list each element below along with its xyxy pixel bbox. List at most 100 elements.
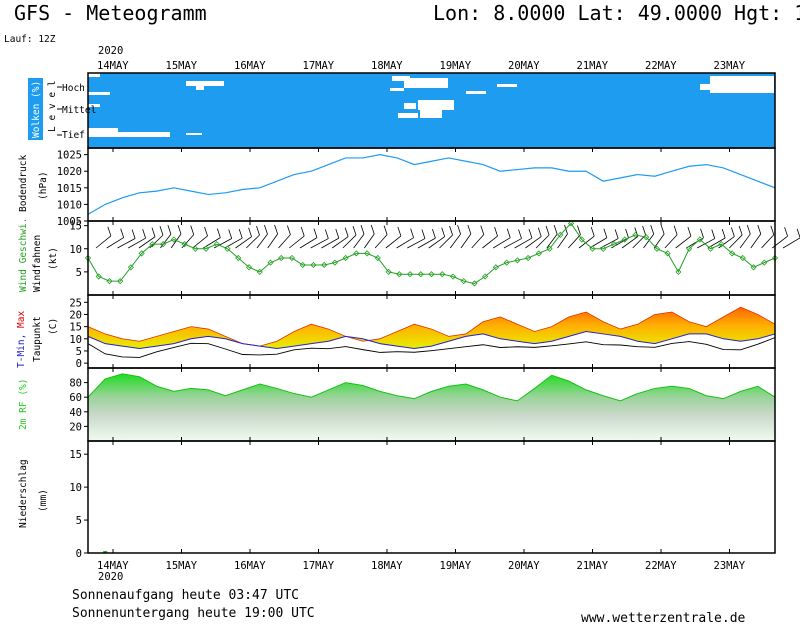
- date-label-top: 16MAY: [234, 60, 266, 72]
- cloud-gap: [390, 88, 404, 91]
- wind-barb: [331, 236, 349, 249]
- wind-speed-point: [589, 245, 596, 252]
- wind-ylabel: Wind Geschwi. Windfahnen (kt): [18, 218, 59, 292]
- wind-barb: [664, 234, 678, 249]
- pressure-label: Bodendruck: [18, 155, 29, 212]
- wind-barb-flag: [344, 227, 349, 237]
- y-tick-label: 40: [69, 407, 82, 419]
- wind-speed-point: [707, 245, 714, 252]
- precip-bar: [103, 551, 108, 553]
- wind-speed-point: [417, 271, 424, 278]
- wind-barb-flag: [167, 225, 172, 235]
- wind-speed-point: [546, 245, 553, 252]
- wind-barb: [621, 236, 639, 249]
- wind-speed-point: [331, 259, 338, 266]
- wind-barb: [374, 234, 388, 249]
- wind-speed-point: [578, 236, 585, 243]
- wind-speed-point: [385, 268, 392, 275]
- wind-speed-point: [160, 241, 167, 248]
- date-label-top: 15MAY: [166, 60, 198, 72]
- wind-barb-flag: [238, 229, 243, 239]
- wind-speed-point: [321, 261, 328, 269]
- wind-speed-point: [342, 254, 349, 262]
- wind-speed-point: [396, 271, 403, 278]
- date-label-bottom: 18MAY: [371, 560, 403, 572]
- wind-speed-point: [288, 254, 296, 262]
- wind-barb-flag: [441, 227, 446, 237]
- date-label-top: 19MAY: [440, 60, 472, 72]
- temp-label-dew: Taupunkt: [32, 316, 43, 362]
- rh-panel: 80 60 40 20: [69, 367, 776, 442]
- wind-barb: [310, 238, 329, 249]
- site-link[interactable]: www.wetterzentrale.de: [581, 611, 746, 625]
- temp-ylabel: T-Min, Max (C) Taupunkt: [16, 310, 59, 368]
- wind-barb-flag: [313, 228, 318, 238]
- date-label-bottom: 16MAY: [234, 560, 266, 572]
- rh-line: [87, 373, 776, 402]
- wind-barb-flag: [216, 228, 221, 238]
- wind-barb-flag: [494, 226, 498, 237]
- precip-label: Niederschlag: [18, 459, 29, 528]
- wind-speed-point: [428, 271, 435, 278]
- wind-barb: [568, 234, 581, 249]
- date-label-top: 23MAY: [714, 60, 746, 72]
- wind-barb: [739, 233, 751, 249]
- cloud-gap: [186, 133, 202, 135]
- wind-speed-point: [127, 264, 135, 271]
- y-tick-label: 1020: [57, 166, 82, 178]
- wind-barb-flag: [352, 225, 357, 236]
- y-tick-label: 15: [69, 449, 82, 461]
- cloud-gap: [88, 104, 100, 107]
- wind-speed-point: [192, 245, 199, 252]
- wind-barb-flag: [784, 227, 788, 237]
- wind-barb: [428, 236, 445, 249]
- wind-barb-flag: [300, 226, 305, 237]
- wind-speed-point: [503, 259, 510, 266]
- tmin-line: [87, 330, 776, 350]
- wind-barb-flag: [274, 224, 278, 235]
- wind-speed-point: [299, 261, 306, 269]
- temp-label-tmin: T-Min,: [16, 334, 27, 368]
- y-tick-label: 60: [69, 392, 82, 404]
- wind-speed-point: [535, 250, 542, 257]
- date-label-bottom: 21MAY: [577, 560, 609, 572]
- date-label-bottom: 23MAY: [714, 560, 746, 572]
- wind-barb: [729, 234, 743, 249]
- wind-speed-point: [643, 234, 650, 241]
- y-tick-label: 0: [76, 548, 82, 560]
- wind-barb-flag: [177, 224, 182, 235]
- wind-speed-point: [449, 273, 457, 280]
- cloud-gap: [404, 78, 448, 88]
- wind-barb: [696, 238, 715, 249]
- wind-barb-flag: [397, 226, 402, 237]
- wind-speed-point: [460, 278, 467, 285]
- wind-speed-point: [686, 245, 693, 252]
- wind-speed-point: [610, 241, 618, 248]
- wind-barb-flag: [506, 228, 511, 238]
- wind-speed-point: [245, 264, 253, 271]
- wind-barb-flag: [545, 225, 550, 236]
- wind-barb-flag: [467, 224, 472, 235]
- cloud-level-mid: Mittel: [62, 105, 96, 116]
- cloud-ylabel: Wolken (%) L e v e l Hoch Mittel Tief: [28, 78, 96, 141]
- cloud-gap: [398, 113, 418, 118]
- wind-barb-flag: [730, 227, 735, 237]
- precip-ylabel: Niederschlag (mm): [18, 459, 49, 528]
- cloud-gap: [88, 128, 118, 134]
- wind-barb: [364, 233, 375, 249]
- wind-barb: [471, 234, 485, 249]
- tmax-line: [87, 306, 776, 347]
- wind-speed-point: [256, 268, 263, 275]
- wind-barb-flag: [711, 229, 716, 239]
- pressure-unit: (hPa): [38, 171, 49, 200]
- wind-barb-flag: [120, 228, 125, 238]
- wind-barb: [675, 235, 692, 249]
- wind-speed-point: [664, 250, 671, 257]
- date-label-top: 14MAY: [97, 60, 129, 72]
- wind-barb-flag: [770, 225, 775, 235]
- wind-speed-point: [278, 254, 285, 262]
- wind-barb-flag: [287, 225, 291, 235]
- wind-barb-flag: [142, 229, 147, 239]
- wind-speed-point: [696, 236, 703, 243]
